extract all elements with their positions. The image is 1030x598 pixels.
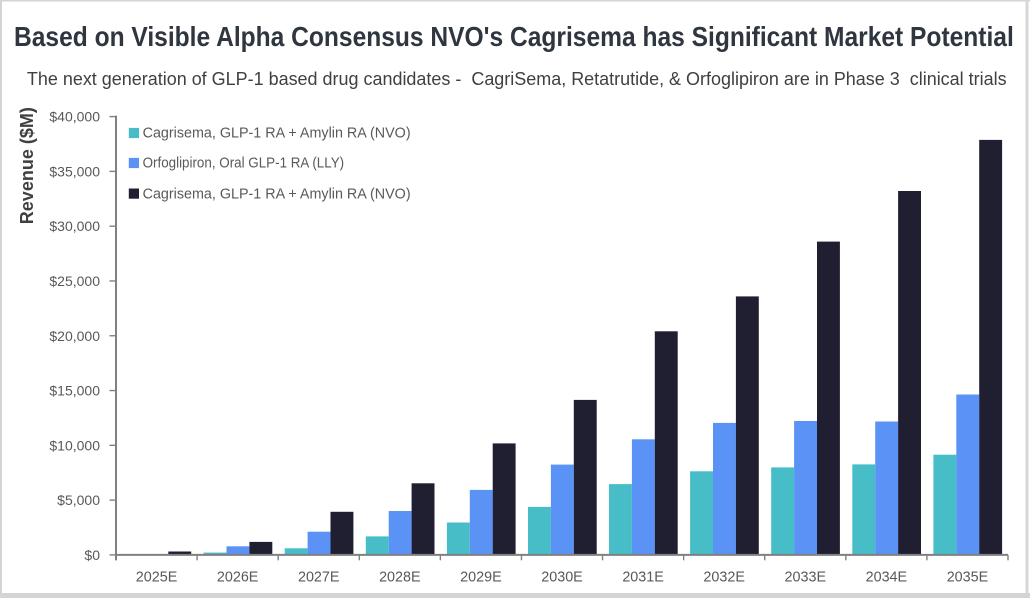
svg-text:$25,000: $25,000 [49,273,100,289]
svg-text:2030E: 2030E [541,569,583,586]
svg-text:Cagrisema, GLP-1 RA + Amylin R: Cagrisema, GLP-1 RA + Amylin RA (NVO) [143,186,411,202]
svg-text:$15,000: $15,000 [49,383,100,399]
svg-text:2032E: 2032E [703,569,745,586]
svg-text:$10,000: $10,000 [49,437,100,453]
svg-text:2033E: 2033E [785,569,827,586]
svg-text:$0: $0 [84,547,100,563]
svg-text:2028E: 2028E [379,569,421,586]
svg-text:2029E: 2029E [460,569,502,586]
svg-text:Based on Visible Alpha Consens: Based on Visible Alpha Consensus NVO's C… [14,21,1014,52]
svg-text:2025E: 2025E [136,569,178,586]
svg-text:$35,000: $35,000 [49,163,100,179]
svg-text:Revenue ($M): Revenue ($M) [17,107,37,224]
svg-text:Orfoglipiron, Oral GLP-1 RA (L: Orfoglipiron, Oral GLP-1 RA (LLY) [143,156,345,172]
svg-text:2031E: 2031E [622,569,664,586]
svg-text:2026E: 2026E [217,569,259,586]
svg-text:2035E: 2035E [947,569,989,586]
svg-text:$20,000: $20,000 [49,328,100,344]
svg-text:$30,000: $30,000 [49,218,100,234]
svg-text:2034E: 2034E [866,569,908,586]
svg-text:$40,000: $40,000 [49,109,100,125]
svg-text:2027E: 2027E [298,569,340,586]
svg-text:Cagrisema, GLP-1 RA + Amylin R: Cagrisema, GLP-1 RA + Amylin RA (NVO) [143,126,411,142]
svg-text:The next generation of GLP-1 b: The next generation of GLP-1 based drug … [27,69,1007,89]
svg-text:$5,000: $5,000 [57,492,100,508]
